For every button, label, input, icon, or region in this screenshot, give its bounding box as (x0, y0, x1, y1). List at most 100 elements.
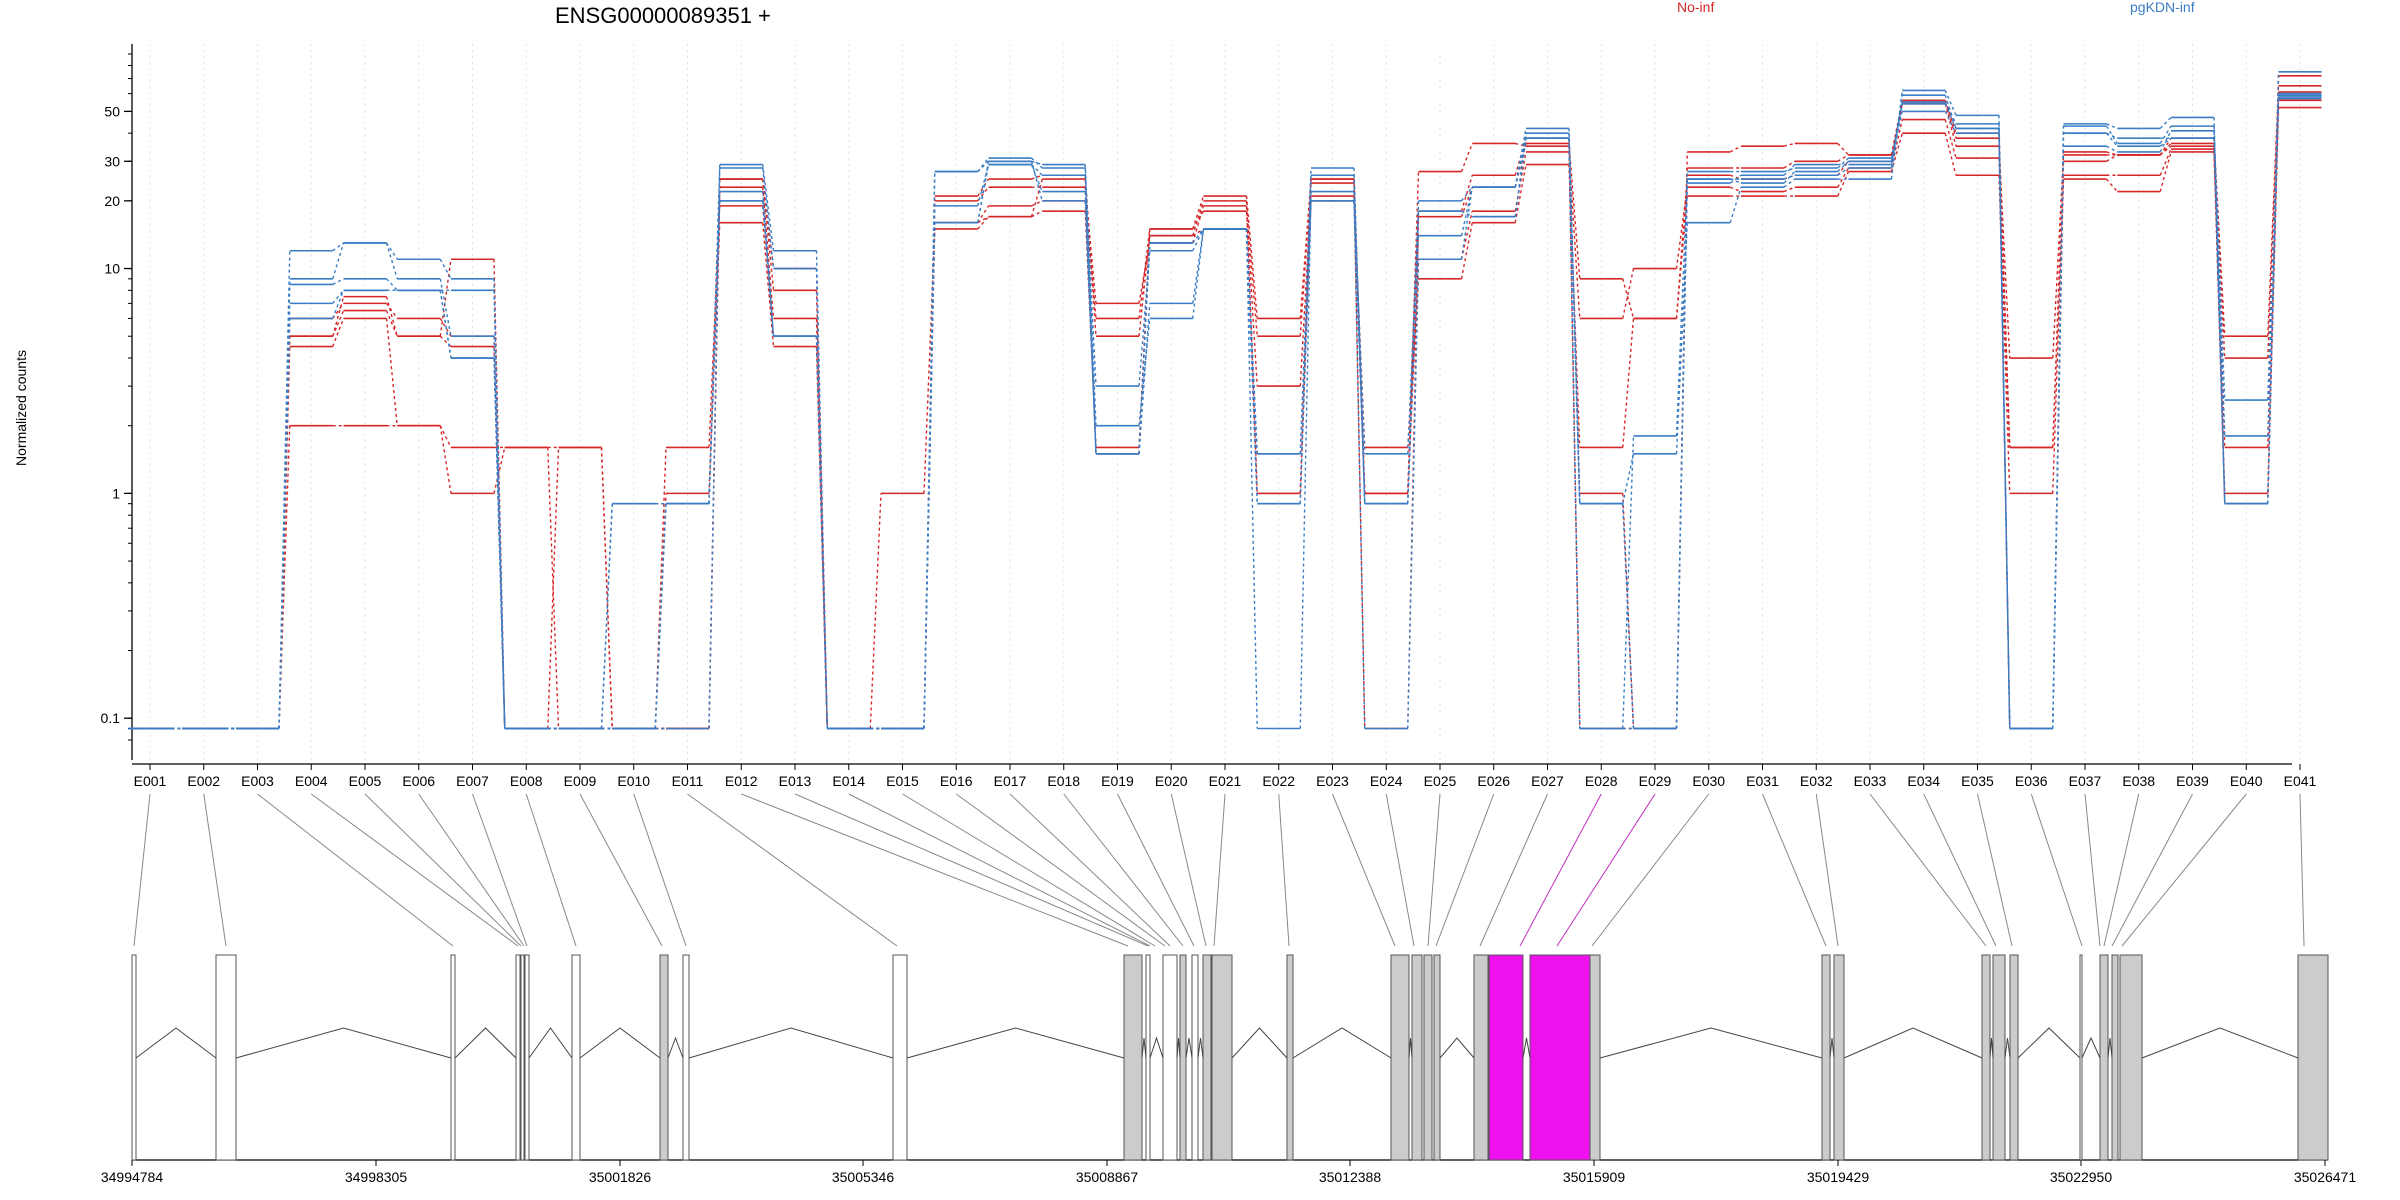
series-transition (1245, 200, 1258, 494)
series-transition (1998, 146, 2011, 359)
exon-box (131, 954, 137, 1161)
intron-line (1843, 1027, 1983, 1059)
series-transition (2105, 132, 2118, 147)
exon-connector (1479, 793, 1548, 947)
x-tick-label: E025 (1424, 773, 1457, 789)
exon-connector (1591, 793, 1710, 947)
exon-box (1529, 954, 1591, 1161)
gene-title: ENSG00000089351 + (555, 3, 771, 28)
series-transition (1460, 186, 1473, 202)
exon-connector (1762, 793, 1827, 947)
exon-box (682, 954, 690, 1161)
exon-connector (2121, 793, 2247, 947)
coord-label: 35008867 (1076, 1169, 1139, 1185)
series-transition (493, 290, 506, 729)
series-transition (1622, 268, 1635, 319)
series-transition (762, 167, 775, 269)
series-transition (1622, 278, 1635, 319)
series-transition (1084, 175, 1097, 387)
y-tick-label: 0.1 (101, 710, 121, 726)
intron-line (1176, 1037, 1181, 1059)
series-transition (1783, 171, 1796, 184)
x-tick-label: E009 (564, 773, 597, 789)
series-transition (2106, 123, 2118, 130)
x-tick-label: E031 (1746, 773, 1779, 789)
exon-connector (1213, 793, 1226, 947)
series-transition (2213, 126, 2226, 437)
series-transition (2159, 148, 2172, 176)
exon-box (1981, 954, 1991, 1161)
series-transition (923, 222, 936, 729)
x-tick-label: E012 (725, 773, 758, 789)
series-transition (1783, 186, 1796, 193)
series-transition (1138, 235, 1151, 337)
series-transition (1084, 191, 1097, 454)
series-transition (1031, 160, 1043, 166)
series-transition (1837, 142, 1850, 156)
series-transition (332, 289, 345, 304)
exon-connector (1556, 793, 1656, 947)
legend-pgkdn-inf: pgKDN-inf (2130, 0, 2195, 15)
series-transition (1245, 228, 1258, 504)
series-transition (1568, 138, 1581, 729)
series-transition (1353, 200, 1366, 454)
exon-box (1488, 954, 1524, 1161)
exon-connector (1923, 793, 1997, 947)
series-transition (2106, 154, 2118, 162)
series-transition (2159, 137, 2172, 147)
series-transition (1783, 174, 1795, 180)
series-transition (1998, 123, 2011, 729)
x-tick-label: E032 (1800, 773, 1833, 789)
y-tick-label: 10 (104, 261, 120, 277)
x-tick-label: E028 (1585, 773, 1618, 789)
series-transition (708, 200, 721, 504)
series-transition (1514, 138, 1527, 217)
series-transition (1622, 318, 1635, 448)
exon-box (1390, 954, 1410, 1161)
series-transition (1622, 503, 1635, 729)
series-transition (762, 187, 775, 319)
exon-connector (1063, 793, 1184, 947)
series-transition (332, 318, 345, 347)
series-transition (1192, 228, 1205, 304)
series-transition (1192, 205, 1205, 244)
gene-model (131, 954, 2329, 1161)
exon-box (1821, 954, 1831, 1161)
x-tick-label: E003 (241, 773, 274, 789)
series-transition (1837, 167, 1849, 176)
series-transition (815, 290, 828, 729)
series-transition (1730, 178, 1742, 184)
exon-box (2297, 954, 2329, 1161)
exon-connector (848, 793, 1151, 947)
x-tick-label: E002 (187, 773, 220, 789)
exon-connector (579, 793, 663, 947)
exon-connector (2084, 793, 2101, 947)
x-tick-label: E017 (994, 773, 1027, 789)
series-transition (1783, 178, 1796, 188)
x-tick-label: E006 (402, 773, 435, 789)
series-transition (2159, 130, 2172, 153)
series-transition (708, 205, 721, 448)
series-transition (493, 447, 506, 494)
intron-line (2141, 1027, 2299, 1059)
series-transition (1460, 175, 1473, 212)
series-transition (1031, 164, 1043, 176)
exon-box (1589, 954, 1601, 1161)
series-transition (923, 228, 936, 494)
series-transition (1407, 259, 1420, 729)
series-transition (332, 290, 345, 319)
exon-connector (133, 793, 151, 947)
series-transition (332, 278, 344, 286)
series-transition (1837, 171, 1850, 197)
intron-line (1439, 1037, 1475, 1059)
vertical-grid (149, 44, 2301, 760)
exon-connector (1170, 793, 1207, 947)
exon-connector (2030, 793, 2083, 947)
series-transition (1568, 138, 1581, 504)
series-transition (1299, 200, 1312, 504)
exon-connector (257, 793, 454, 947)
x-tick-label: E021 (1209, 773, 1242, 789)
series-transition (332, 242, 344, 252)
exon-box (1145, 954, 1151, 1161)
